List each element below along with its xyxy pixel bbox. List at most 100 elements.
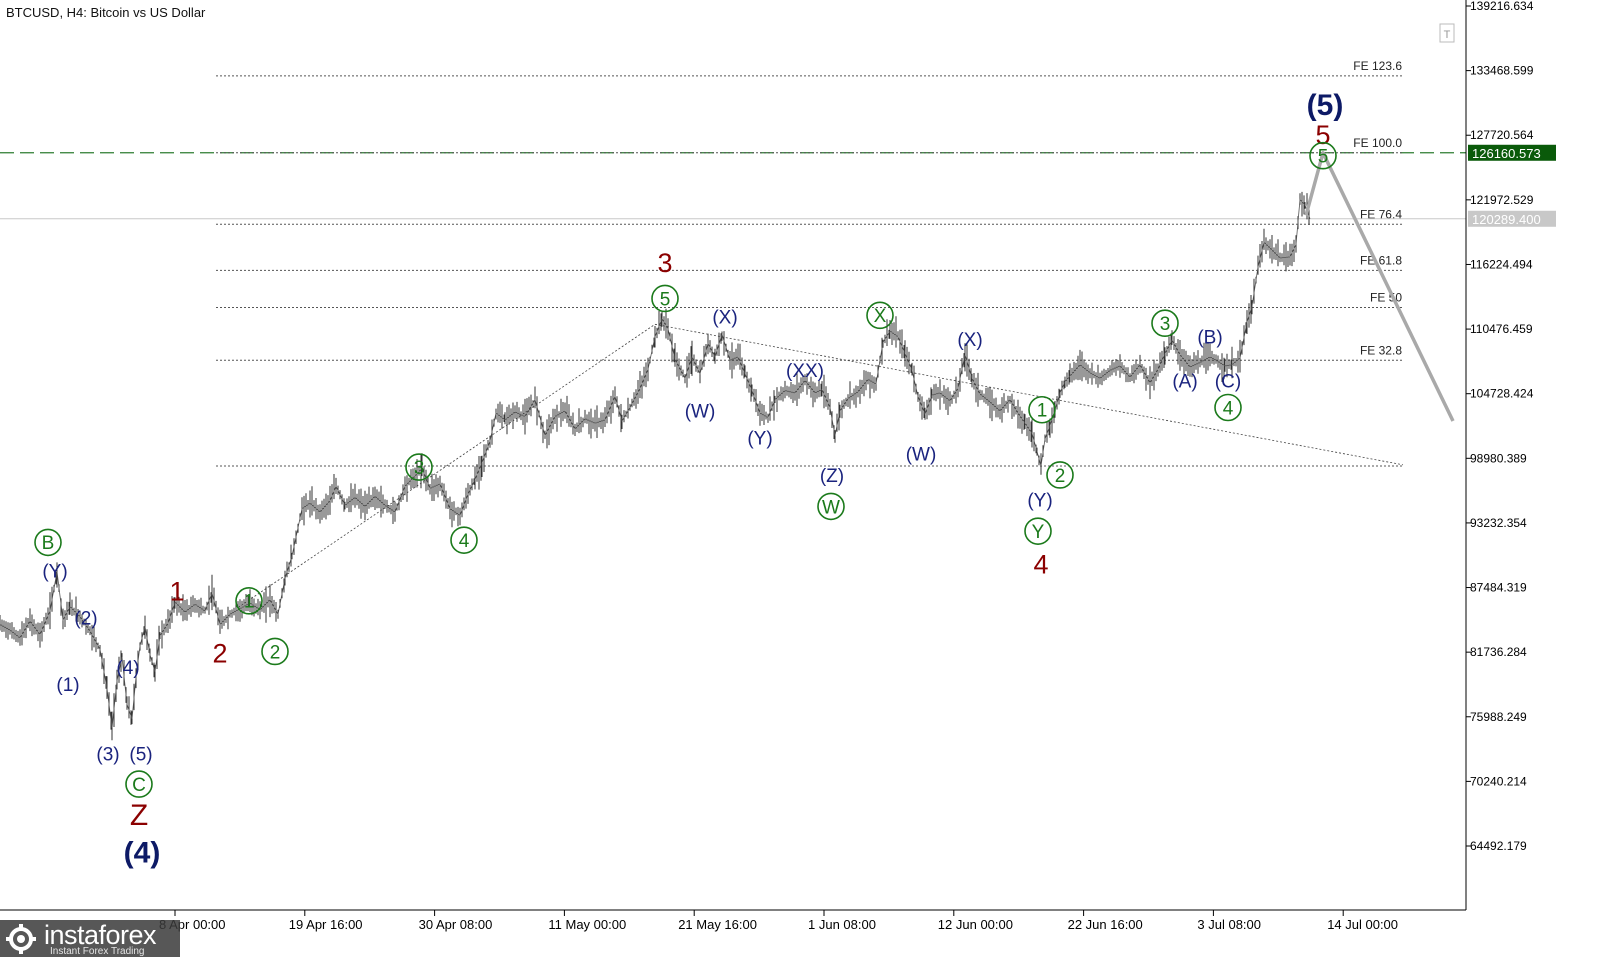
trendline	[237, 323, 656, 608]
svg-text:2: 2	[212, 638, 227, 668]
svg-text:2: 2	[1055, 466, 1066, 487]
x-tick-label: 19 Apr 16:00	[289, 917, 363, 932]
wave-label: (Y)	[42, 561, 67, 582]
x-tick-label: 12 Jun 00:00	[938, 917, 1013, 932]
fibo-levels: FE 123.6 FE 100.0 FE 76.4 FE 61.8 FE 50 FE 32…	[0, 59, 1466, 467]
fibo-label: FE 123.6	[1353, 59, 1402, 73]
svg-text:B: B	[42, 533, 55, 554]
logo-tagline: Instant Forex Trading	[50, 946, 145, 957]
svg-text:(Z): (Z)	[820, 466, 844, 487]
trendlines	[237, 323, 1404, 608]
wave-label: (5)	[129, 745, 152, 766]
wave-label: C	[125, 770, 153, 798]
svg-text:5: 5	[1318, 147, 1329, 168]
svg-text:T: T	[1444, 29, 1451, 41]
wave-label: (XX)	[786, 361, 824, 382]
svg-text:(A): (A)	[1172, 371, 1197, 392]
svg-text:2: 2	[270, 642, 281, 663]
wave-label: 2	[1046, 461, 1074, 489]
svg-text:3: 3	[657, 248, 672, 278]
wave-label: (Y)	[747, 429, 772, 450]
wave-label: (X)	[957, 330, 982, 351]
svg-text:4: 4	[459, 531, 470, 552]
svg-text:(4): (4)	[124, 836, 161, 869]
forecast-line	[1304, 151, 1455, 422]
svg-text:(5): (5)	[129, 745, 152, 766]
wave-label: (B)	[1197, 328, 1222, 349]
target-price-tag: 126160.573	[1468, 144, 1556, 161]
y-tick-label: 127720.564	[1470, 128, 1534, 142]
fibo-label: FE 61.8	[1360, 253, 1402, 267]
svg-text:1: 1	[244, 592, 255, 613]
svg-text:(Y): (Y)	[1027, 491, 1052, 512]
wave-labels: B (Y) (2) (1) (4) (3) (5) CZ (4) 1 2 1 2 3 4 3 5 (X) (W) (X…	[34, 89, 1344, 869]
fibo-label: FE 50	[1370, 290, 1402, 304]
wave-label: (2)	[74, 609, 97, 630]
svg-text:(W): (W)	[906, 444, 937, 465]
wave-label: 4	[450, 526, 478, 554]
svg-text:1: 1	[1037, 401, 1048, 422]
svg-text:126160.573: 126160.573	[1472, 146, 1541, 161]
svg-text:4: 4	[1033, 549, 1048, 579]
svg-text:(4): (4)	[116, 658, 139, 679]
wave-label: 5	[1309, 141, 1337, 170]
wave-label: 5	[651, 284, 679, 313]
x-tick-label: 11 May 00:00	[548, 917, 626, 932]
y-tick-label: 110476.459	[1470, 322, 1533, 336]
logo-text: instaforex	[44, 920, 157, 950]
wave-label: B	[34, 528, 62, 557]
chart-title: BTCUSD, H4: Bitcoin vs US Dollar	[6, 5, 206, 20]
svg-text:W: W	[822, 497, 840, 518]
wave-label: (4)	[116, 658, 139, 679]
wave-label: 2	[261, 637, 289, 666]
axes: 139216.634 133468.599 127720.564 121972.529…	[0, 0, 1556, 932]
x-tick-label: 21 May 16:00	[678, 917, 757, 932]
svg-text:(5): (5)	[1307, 89, 1344, 122]
wave-label: 1	[235, 587, 263, 615]
wave-label: 2	[212, 638, 227, 668]
wave-label: 3	[405, 453, 433, 481]
svg-text:(Y): (Y)	[42, 561, 67, 582]
wave-label: 4	[1033, 549, 1048, 579]
wave-label: (4)	[124, 836, 161, 869]
y-tick-label: 75988.249	[1470, 710, 1527, 724]
wave-label: (C)	[1215, 371, 1241, 392]
price-series	[0, 191, 1311, 741]
wave-label: 1	[169, 576, 184, 606]
svg-text:3: 3	[414, 458, 425, 479]
gear-icon	[6, 924, 36, 954]
svg-text:(C): (C)	[1215, 371, 1241, 392]
y-tick-label: 93232.354	[1470, 516, 1527, 530]
wave-label: (Z)	[820, 466, 844, 487]
x-tick-label: 3 Jul 08:00	[1197, 917, 1261, 932]
template-button[interactable]: T	[1439, 23, 1455, 43]
svg-text:120289.400: 120289.400	[1472, 212, 1541, 227]
trendline	[654, 323, 1404, 466]
wave-label: (W)	[906, 444, 937, 465]
y-tick-label: 81736.284	[1470, 645, 1527, 659]
svg-text:Z: Z	[130, 799, 148, 832]
current-price-tag: 120289.400	[1468, 210, 1556, 227]
svg-text:Y: Y	[1032, 522, 1045, 543]
wave-label: X	[866, 301, 894, 330]
y-tick-label: 121972.529	[1470, 193, 1534, 207]
y-tick-label: 64492.179	[1470, 839, 1527, 853]
fibo-label: FE 100.0	[1353, 136, 1402, 150]
wave-label: (3)	[96, 745, 119, 766]
wave-label: Y	[1024, 517, 1052, 545]
svg-text:3: 3	[1160, 314, 1171, 335]
x-tick-label: 14 Jul 00:00	[1327, 917, 1398, 932]
wave-label: 1	[1028, 395, 1056, 424]
svg-text:(XX): (XX)	[786, 361, 824, 382]
y-tick-label: 87484.319	[1470, 581, 1527, 595]
y-tick-label: 70240.214	[1470, 774, 1527, 788]
svg-text:(B): (B)	[1197, 328, 1222, 349]
svg-text:(3): (3)	[96, 745, 119, 766]
svg-text:(1): (1)	[56, 675, 79, 696]
wave-label: Z	[130, 799, 148, 832]
wave-label: (Y)	[1027, 491, 1052, 512]
wave-label: 4	[1214, 393, 1242, 422]
x-tick-label: 22 Jun 16:00	[1068, 917, 1143, 932]
